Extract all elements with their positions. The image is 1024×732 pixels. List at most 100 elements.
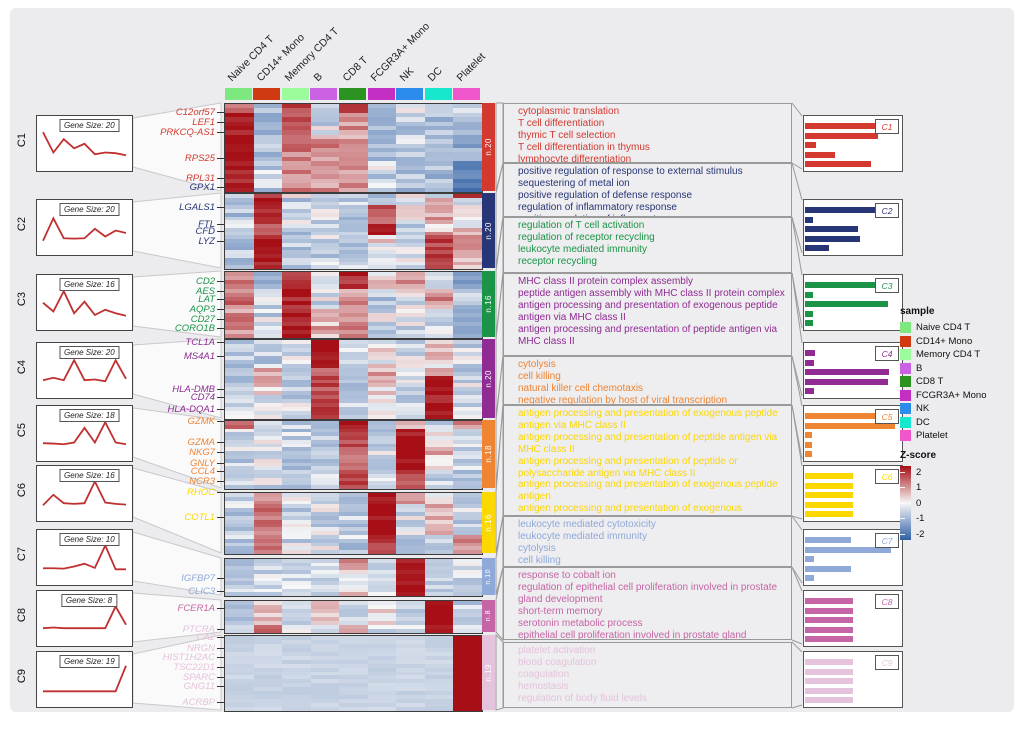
heatmap-cell: [253, 367, 283, 372]
heatmap-cell: [339, 691, 368, 696]
go-term: serotonin metabolic process: [518, 617, 643, 629]
heatmap-cell: [225, 695, 254, 700]
sample-legend-label: CD8 T: [916, 376, 944, 388]
connector-ribbon: [132, 270, 222, 338]
enrichment-bar: [805, 388, 815, 394]
heatmap-cell: [424, 695, 454, 700]
heatmap-cell: [253, 197, 283, 202]
heatmap-cell: [453, 178, 482, 184]
heatmap-cell: [282, 454, 311, 459]
heatmap-cell: [339, 178, 368, 184]
heatmap-cell: [396, 347, 425, 352]
heatmap-cell: [367, 201, 397, 206]
go-term: regulation of epithelial cell proliferat…: [518, 581, 778, 605]
heatmap-cell: [424, 224, 454, 228]
heatmap-cell: [396, 325, 425, 330]
heatmap-cell: [396, 108, 425, 113]
heatmap-cell: [225, 687, 254, 692]
heatmap-cell: [367, 538, 397, 543]
go-term: natural killer cell chemotaxis: [518, 382, 644, 394]
heatmap-cell: [424, 454, 454, 459]
heatmap-cell: [424, 496, 454, 501]
heatmap-cell: [282, 588, 311, 593]
heatmap-cell: [253, 512, 283, 516]
heatmap-cell: [282, 351, 311, 356]
heatmap-cell: [282, 519, 311, 524]
heatmap-cell: [310, 254, 340, 258]
heatmap-cell: [367, 375, 397, 380]
heatmap-cell: [339, 161, 368, 166]
gene-label: GZMK: [187, 416, 215, 427]
enrichment-bar: [805, 235, 861, 242]
heatmap-cell: [453, 239, 482, 243]
heatmap-cell: [282, 643, 311, 648]
heatmap-cell: [453, 659, 482, 664]
heatmap-cell: [339, 148, 368, 153]
trend-panel: Gene Size: 19: [36, 651, 133, 708]
heatmap-cell: [310, 432, 340, 437]
heatmap-cell: [367, 174, 397, 179]
heatmap-cell: [225, 246, 254, 251]
heatmap-cell: [282, 447, 311, 452]
heatmap-cell: [453, 363, 482, 368]
heatmap-cell: [253, 667, 283, 672]
heatmap-cell: [253, 584, 283, 589]
heatmap-cell: [225, 284, 254, 289]
heatmap-cell: [396, 305, 425, 310]
heatmap-cell: [367, 643, 397, 648]
heatmap-cell: [310, 375, 340, 380]
heatmap-cell: [367, 421, 397, 425]
heatmap-cell: [310, 391, 340, 396]
heatmap-cell: [424, 220, 454, 224]
heatmap-cell: [453, 605, 482, 609]
enrichment-bar: [805, 668, 853, 675]
go-term: antigen processing and presentation of e…: [518, 299, 778, 323]
heatmap-cell: [310, 231, 340, 236]
go-term: peptide antigen assembly with MHC class …: [518, 287, 785, 299]
heatmap-cell: [282, 355, 311, 360]
heatmap-cell: [253, 250, 283, 254]
heatmap-cell: [367, 242, 397, 247]
heatmap-cell: [282, 512, 311, 516]
heatmap-cell: [225, 108, 254, 113]
zscore-legend-title: Z-score: [900, 450, 937, 461]
sample-color-swatch: [900, 430, 911, 442]
heatmap-cell: [453, 403, 482, 408]
column-label: CD8 T: [340, 54, 370, 84]
enrichment-bar: [805, 659, 853, 665]
heatmap-cell: [453, 424, 482, 429]
heatmap-cell: [453, 395, 482, 400]
trend-line: [42, 604, 127, 630]
enrichment-bar: [805, 501, 853, 508]
go-term: blood coagulation: [518, 656, 597, 668]
heatmap-cell: [367, 592, 397, 596]
heatmap-cell: [453, 156, 482, 162]
heatmap-cell: [396, 458, 425, 463]
heatmap-cell: [225, 550, 254, 554]
heatmap-cell: [339, 235, 368, 239]
heatmap-cell: [253, 126, 283, 131]
heatmap-cell: [367, 473, 397, 478]
heatmap-cell: [282, 379, 311, 384]
connector-ribbon: [495, 633, 504, 711]
heatmap-cell: [282, 112, 311, 118]
heatmap-cell: [453, 257, 482, 262]
heatmap-cell: [225, 216, 254, 221]
heatmap-cell: [396, 317, 425, 322]
heatmap-cell: [453, 359, 482, 364]
heatmap-cell: [367, 194, 397, 198]
heatmap-cell: [310, 439, 340, 444]
heatmap-cell: [367, 534, 397, 539]
go-term: regulation of inflammatory response: [518, 201, 677, 213]
cluster-size-label: n.10: [485, 568, 492, 585]
gene-tick: [217, 452, 224, 453]
heatmap-cell: [225, 655, 254, 660]
heatmap-cell: [339, 379, 368, 384]
go-term: regulation of body fluid levels: [518, 692, 647, 704]
heatmap-cell: [367, 432, 397, 437]
sample-legend-label: FCGR3A+ Mono: [916, 389, 987, 401]
gene-label: CCL4: [190, 466, 215, 477]
heatmap-cell: [310, 383, 340, 388]
heatmap-cell: [424, 391, 454, 396]
